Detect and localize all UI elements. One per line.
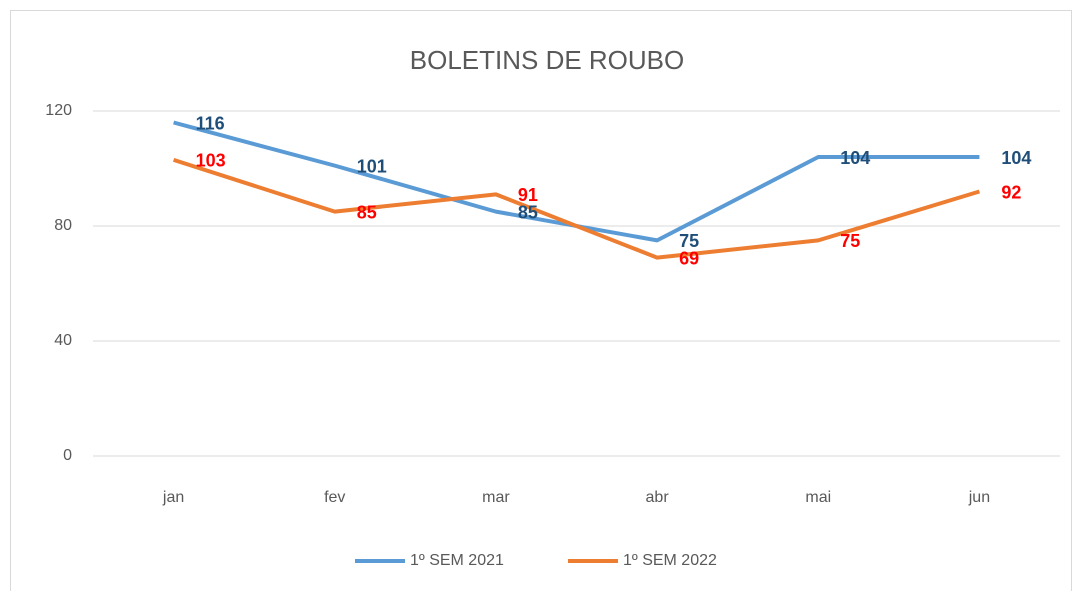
- legend-label: 1º SEM 2021: [410, 552, 504, 569]
- data-label: 69: [679, 248, 699, 268]
- x-tick-label: fev: [324, 489, 345, 506]
- data-label: 104: [840, 148, 870, 168]
- data-label: 75: [840, 231, 860, 251]
- x-tick-label: jun: [968, 489, 990, 506]
- x-tick-label: mar: [482, 489, 510, 506]
- data-label: 92: [1001, 182, 1021, 202]
- y-tick-label: 80: [54, 217, 72, 234]
- data-label: 116: [196, 113, 225, 133]
- data-label: 91: [518, 185, 538, 205]
- y-tick-label: 40: [54, 332, 72, 349]
- data-label: 85: [518, 202, 538, 222]
- data-label: 85: [357, 202, 377, 222]
- data-label: 104: [1001, 148, 1031, 168]
- series-line: [172, 157, 980, 260]
- data-label: 75: [679, 231, 699, 251]
- y-tick-label: 120: [45, 102, 72, 119]
- chart-border: [10, 10, 1072, 591]
- x-tick-label: abr: [646, 489, 670, 506]
- data-label: 103: [196, 151, 226, 171]
- legend-label: 1º SEM 2022: [623, 552, 717, 569]
- x-tick-label: mai: [805, 489, 831, 506]
- y-tick-label: 0: [63, 447, 72, 464]
- x-tick-label: jan: [162, 489, 184, 506]
- data-label: 101: [357, 156, 387, 176]
- chart-title: BOLETINS DE ROUBO: [410, 45, 685, 75]
